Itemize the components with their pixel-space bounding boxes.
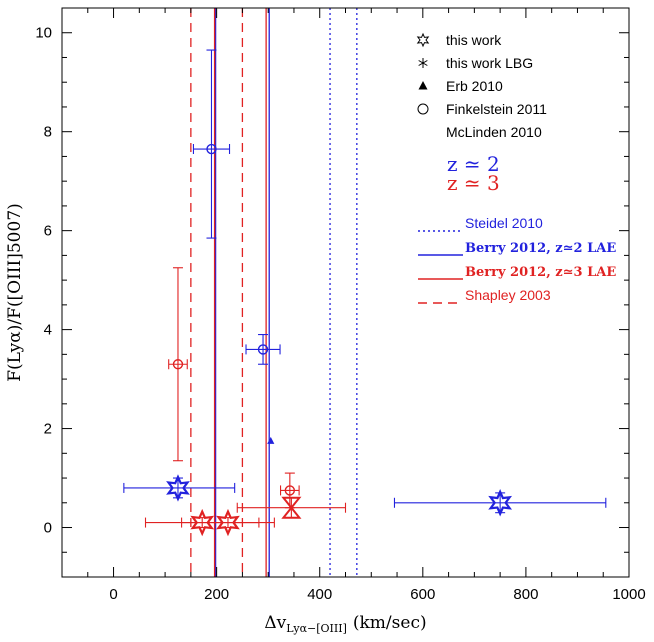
y-axis-label: F(Lyα)/F([OIII]5007) bbox=[5, 203, 25, 382]
x-tick-label: 400 bbox=[307, 586, 332, 603]
legend-line-label: Shapley 2003 bbox=[465, 287, 551, 303]
legend-line-entry: Berry 2012, z≃2 LAE bbox=[418, 241, 616, 256]
star-marker bbox=[166, 474, 190, 502]
x-tick-label: 800 bbox=[513, 586, 538, 603]
y-tick-label: 6 bbox=[44, 223, 52, 240]
legend-line-entry: Berry 2012, z≃3 LAE bbox=[418, 265, 616, 280]
legend-entry: Erb 2010 bbox=[418, 78, 503, 94]
redshift-label: z ≃ 2 bbox=[447, 152, 500, 176]
asterisk-icon bbox=[418, 58, 428, 68]
x-tick-label: 0 bbox=[109, 586, 117, 603]
legend-line-label: Berry 2012, z≃2 LAE bbox=[465, 241, 616, 256]
legend-line-label: Steidel 2010 bbox=[465, 215, 543, 231]
star-marker bbox=[488, 489, 513, 517]
x-axis-label: ΔvLyα−[OIII] (km/sec) bbox=[264, 613, 426, 635]
x-axis-label-sub: Lyα−[OIII] bbox=[286, 622, 347, 635]
legend-entry: this work LBG bbox=[418, 55, 533, 71]
y-tick-label: 0 bbox=[44, 520, 52, 537]
y-tick-label: 2 bbox=[44, 421, 52, 438]
reference-lines bbox=[190, 8, 358, 577]
legend-label: Finkelstein 2011 bbox=[446, 101, 547, 117]
y-tick-label: 4 bbox=[44, 322, 52, 339]
triangle-marker bbox=[267, 436, 275, 444]
legend-line-label: Berry 2012, z≃3 LAE bbox=[465, 265, 616, 280]
filled-triangle-icon bbox=[418, 81, 428, 90]
legend-entry: Finkelstein 2011 bbox=[417, 101, 547, 117]
legend-entry: this work bbox=[416, 32, 502, 48]
asterisk-stroke bbox=[418, 60, 428, 66]
data-point bbox=[267, 436, 275, 444]
legend-line-entry: Shapley 2003 bbox=[418, 287, 551, 304]
data-points bbox=[123, 49, 607, 537]
data-point bbox=[192, 49, 231, 239]
x-axis-label-main: Δv bbox=[264, 613, 286, 633]
data-point bbox=[393, 489, 607, 517]
hourglass-marker bbox=[281, 496, 302, 519]
legend-label: McLinden 2010 bbox=[446, 124, 542, 140]
open-circle-icon bbox=[417, 103, 429, 115]
legend: this work this work LBG Erb 2010 Finkelstei… bbox=[416, 32, 616, 304]
circle-marker bbox=[257, 344, 269, 355]
data-point bbox=[168, 267, 188, 462]
data-point bbox=[245, 334, 281, 365]
x-tick-label: 1000 bbox=[612, 586, 645, 603]
star-marker bbox=[190, 508, 215, 537]
legend-line-entry: Steidel 2010 bbox=[418, 215, 543, 232]
axis-ticks bbox=[61, 7, 630, 578]
data-point bbox=[236, 496, 347, 519]
y-tick-label: 10 bbox=[35, 25, 52, 42]
legend-label: Erb 2010 bbox=[446, 78, 503, 94]
tick-labels: 0 200 400 600 800 1000 0 2 4 6 8 10 bbox=[35, 25, 645, 603]
circle-marker bbox=[172, 359, 184, 370]
redshift-label: z ≃ 3 bbox=[447, 171, 500, 195]
legend-label: this work bbox=[446, 32, 502, 48]
x-axis-label-unit: (km/sec) bbox=[353, 613, 427, 633]
legend-entry: McLinden 2010 bbox=[446, 124, 542, 140]
x-tick-label: 600 bbox=[410, 586, 435, 603]
open-star-icon bbox=[416, 32, 430, 48]
x-tick-label: 200 bbox=[204, 586, 229, 603]
legend-label: this work LBG bbox=[446, 55, 533, 71]
star-marker bbox=[216, 508, 240, 537]
y-tick-label: 8 bbox=[44, 124, 52, 141]
data-point bbox=[123, 474, 236, 502]
circle-marker bbox=[206, 143, 217, 155]
data-point bbox=[181, 508, 275, 537]
circle-marker bbox=[284, 485, 296, 496]
